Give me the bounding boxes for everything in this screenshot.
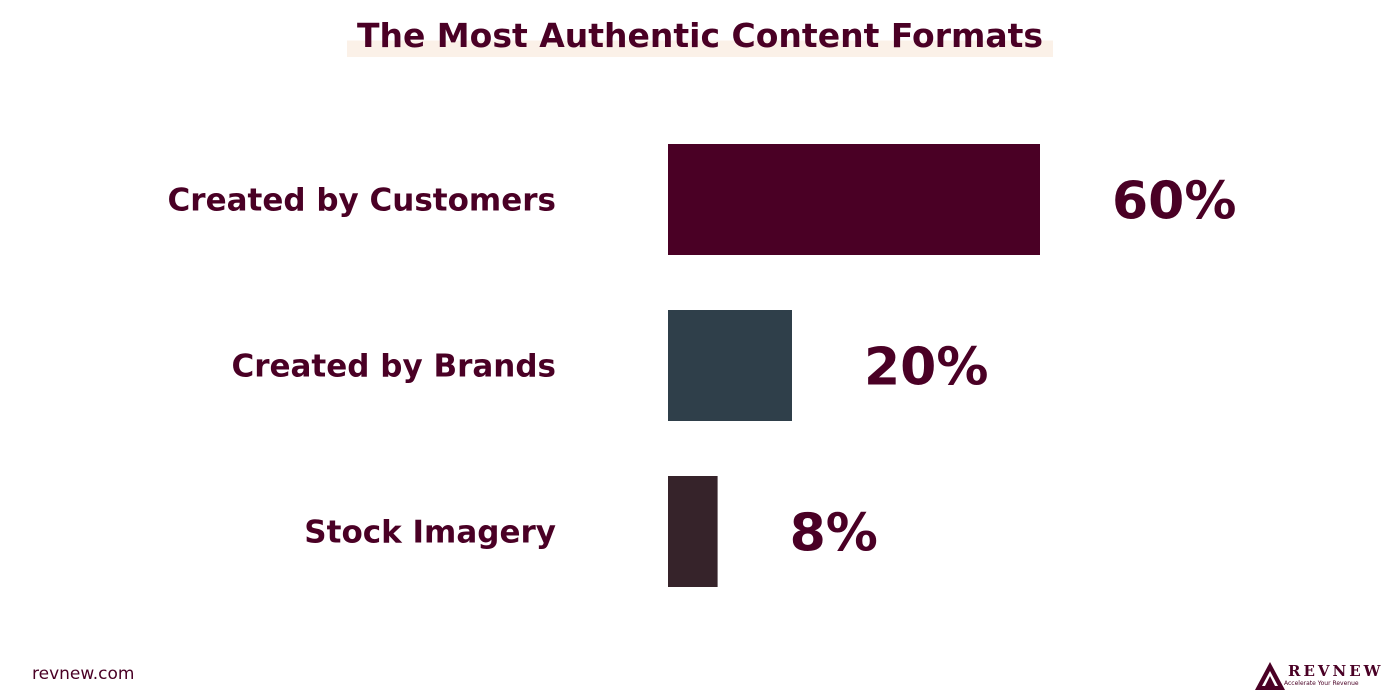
footer-url: revnew.com [32, 664, 135, 684]
revnew-logo: REVNEW Accelerate Your Revenue [1254, 660, 1381, 692]
category-label-2: Stock Imagery [304, 515, 556, 551]
chart-title: The Most Authentic Content Formats [346, 14, 1054, 57]
bar-chart: Created by Customers 60% Created by Brands… [168, 144, 1236, 587]
chart-title-wrap: The Most Authentic Content Formats [0, 14, 1400, 57]
bar-0 [668, 144, 1040, 255]
value-label-2: 8% [790, 504, 878, 564]
mountain-logo-icon [1255, 662, 1285, 690]
category-label-0: Created by Customers [168, 183, 556, 219]
logo-tagline: Accelerate Your Revenue [1284, 680, 1359, 687]
logo-name: REVNEW [1288, 662, 1384, 680]
value-label-0: 60% [1112, 172, 1236, 232]
bar-1 [668, 310, 792, 421]
value-label-1: 20% [864, 338, 988, 398]
bar-2 [668, 476, 718, 587]
category-label-1: Created by Brands [231, 349, 556, 385]
